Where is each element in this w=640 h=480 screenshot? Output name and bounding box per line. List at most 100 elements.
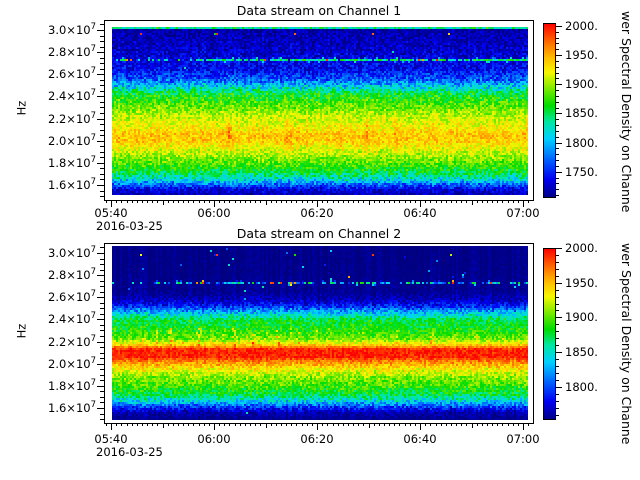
y-tick [97,297,104,299]
x-minor-tick [255,423,257,426]
x-minor-tick [502,200,504,203]
y-minor-tick [100,46,104,48]
colorbar-label: wer Spectral Density on Channe [619,243,634,445]
colorbar-minor-tick [556,275,559,277]
x-minor-tick [414,423,416,426]
colorbar-minor-tick [556,136,559,138]
colorbar-channel-1 [543,23,556,198]
colorbar-minor-tick [556,359,559,360]
x-minor-tick [147,423,149,426]
x-minor-tick [327,423,329,426]
x-minor-tick [250,200,252,203]
x-tick-label: 06:40 [403,432,437,446]
x-minor-tick [224,423,226,426]
y-minor-tick [100,402,104,404]
colorbar-minor-tick [556,268,559,270]
x-axis-date-label: 2016-03-25 [96,445,163,459]
x-minor-tick [517,423,519,426]
y-minor-tick [100,24,104,26]
x-minor-tick [105,423,107,426]
y-minor-tick [100,101,104,103]
x-minor-tick [203,200,205,203]
colorbar-minor-tick [556,78,559,80]
colorbar-minor-tick [556,345,559,347]
chart-title: Data stream on Channel 1 [236,3,402,18]
colorbar-minor-tick [556,43,559,45]
x-minor-tick [414,200,416,203]
x-minor-tick [198,423,200,426]
colorbar-tick [556,142,562,144]
y-minor-tick [100,413,104,415]
x-minor-tick [270,200,272,203]
colorbar-minor-tick [556,107,559,109]
x-minor-tick [358,200,360,203]
colorbar-minor-tick [556,254,559,256]
colorbar-tick [556,352,562,353]
y-minor-tick [100,113,104,115]
y-tick-label: 1.6×107 [48,399,96,415]
x-minor-tick [337,423,339,426]
colorbar-minor-tick [556,331,559,333]
x-minor-tick [404,200,406,203]
y-tick-label: 1.8×107 [48,154,96,170]
x-minor-tick [281,423,282,426]
x-tick-label: 05:40 [94,206,128,220]
x-minor-tick [456,200,458,203]
x-tick-label: 07:00 [506,206,540,220]
y-tick [97,184,104,186]
y-tick-label: 3.0×107 [48,245,96,260]
x-minor-tick [353,423,355,426]
x-minor-tick [332,423,334,426]
x-minor-tick [219,423,221,426]
colorbar-minor-tick [556,289,559,291]
x-minor-tick [183,200,185,203]
colorbar-tick [556,248,562,249]
x-minor-tick [368,200,370,205]
x-minor-tick [126,423,128,426]
x-tick-label: 06:00 [197,206,231,220]
x-minor-tick [286,423,288,426]
plot-frame [104,20,534,201]
x-minor-tick [425,423,427,426]
x-minor-tick [363,423,365,426]
x-tick [420,423,421,430]
y-tick [97,319,104,321]
x-minor-tick [255,200,257,203]
x-minor-tick [445,423,447,426]
x-minor-tick [389,423,391,426]
x-minor-tick [435,200,437,203]
x-tick-label: 06:20 [300,432,334,446]
x-minor-tick [450,200,452,203]
x-minor-tick [296,200,298,203]
x-minor-tick [384,423,385,426]
colorbar-tick [556,55,562,57]
x-minor-tick [502,423,504,426]
x-minor-tick [121,423,123,426]
colorbar-minor-tick [556,154,559,156]
x-minor-tick [440,200,442,203]
colorbar-minor-tick [556,119,559,121]
x-minor-tick [440,423,442,426]
x-minor-tick [275,423,277,426]
y-minor-tick [100,168,104,170]
y-tick-label: 3.0×107 [48,22,96,37]
x-minor-tick [141,200,143,203]
y-minor-tick [100,68,104,70]
x-minor-tick [353,200,355,203]
colorbar-minor-tick [556,195,559,197]
colorbar-minor-tick [556,72,559,74]
x-minor-tick [296,423,298,426]
x-minor-tick [281,200,282,203]
x-minor-tick [487,200,488,203]
x-tick [523,423,524,430]
y-minor-tick [100,374,104,376]
colorbar-minor-tick [556,189,559,191]
colorbar-frame [543,248,556,420]
x-minor-tick [286,200,288,203]
x-minor-tick [229,423,231,426]
x-minor-tick [378,423,380,426]
y-minor-tick [100,391,104,393]
x-minor-tick [177,423,179,426]
x-minor-tick [311,423,313,426]
